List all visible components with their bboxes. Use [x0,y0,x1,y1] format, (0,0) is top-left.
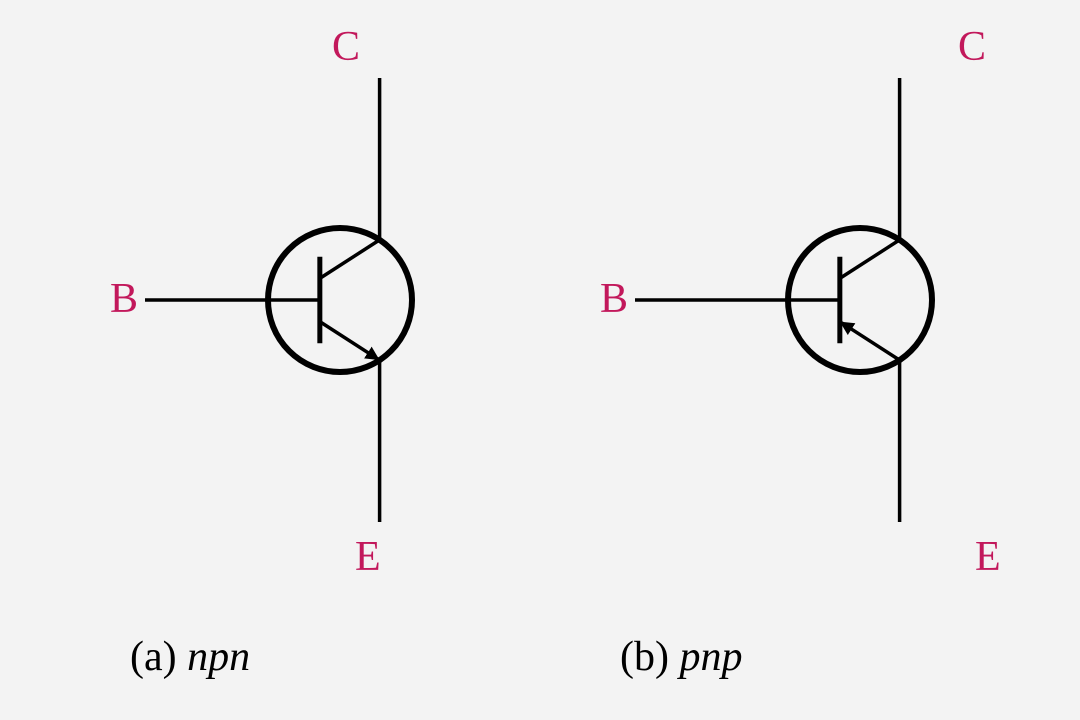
emitter-label: E [975,534,1001,580]
emitter-internal-arrow [842,323,900,360]
collector-internal [320,240,380,279]
transistor-npn: C B E (a) npn [110,24,412,680]
caption-npn: (a) npn [130,634,250,680]
base-label: B [110,276,138,322]
base-label: B [600,276,628,322]
transistor-pnp: C B E (b) pnp [600,24,1001,680]
collector-internal [840,240,900,279]
emitter-label: E [355,534,381,580]
collector-label: C [332,24,360,70]
caption-pnp: (b) pnp [620,634,742,680]
emitter-internal-arrow [320,322,378,359]
collector-label: C [958,24,986,70]
